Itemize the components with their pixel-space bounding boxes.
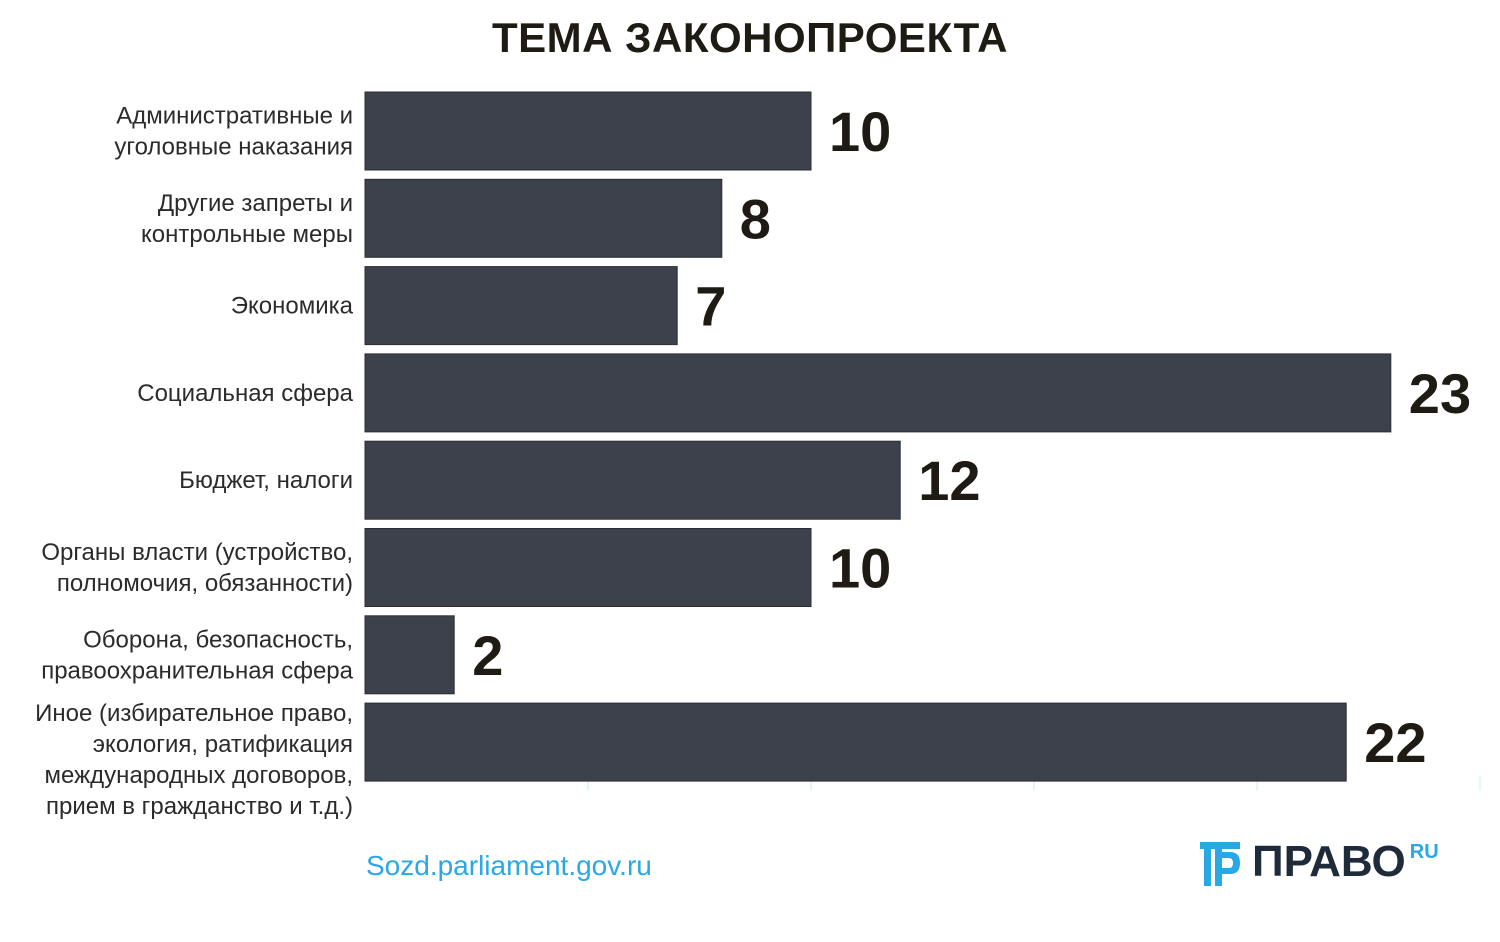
logo-text: ПРАВО	[1252, 837, 1406, 886]
chart-title: ТЕМА ЗАКОНОПРОЕКТА	[492, 14, 1008, 61]
bar	[364, 702, 1347, 782]
pravo-ru-logo: ПРАВО RU	[1200, 838, 1439, 888]
category-label: Экономика	[231, 293, 354, 320]
bar	[364, 528, 812, 607]
category-label: Бюджет, налоги	[179, 467, 353, 494]
category-label: Другие запреты и	[158, 190, 353, 217]
data-label: 8	[740, 187, 771, 250]
bar	[364, 178, 723, 258]
category-label: прием в гражданство и т.д.)	[46, 793, 353, 820]
bar	[364, 266, 678, 346]
data-label: 7	[695, 275, 726, 338]
category-label: Социальная сфера	[137, 380, 353, 407]
category-label: Иное (избирательное право,	[35, 700, 353, 727]
data-label: 10	[829, 100, 891, 163]
category-label: экология, ратификация	[93, 731, 353, 758]
pravo-logo-icon	[1200, 842, 1240, 886]
category-label: Оборона, безопасность,	[83, 626, 353, 653]
bar	[364, 615, 455, 695]
data-label: 2	[472, 624, 503, 687]
source-link[interactable]: Sozd.parliament.gov.ru	[366, 850, 652, 881]
category-label: правоохранительная сфера	[41, 657, 353, 684]
logo-superscript: RU	[1409, 841, 1439, 863]
data-label: 23	[1409, 362, 1471, 425]
category-label: Административные и	[116, 103, 353, 130]
category-label: Органы власти (устройство,	[41, 539, 353, 566]
bar	[364, 91, 812, 171]
bar	[364, 353, 1392, 433]
data-label: 10	[829, 537, 891, 600]
category-label: контрольные меры	[141, 221, 353, 248]
category-label: уголовные наказания	[114, 134, 353, 161]
category-label: полномочия, обязанности)	[57, 570, 353, 597]
data-label: 12	[918, 449, 980, 512]
bar	[364, 440, 901, 520]
category-label: международных договоров,	[45, 762, 353, 789]
data-label: 22	[1364, 711, 1426, 774]
